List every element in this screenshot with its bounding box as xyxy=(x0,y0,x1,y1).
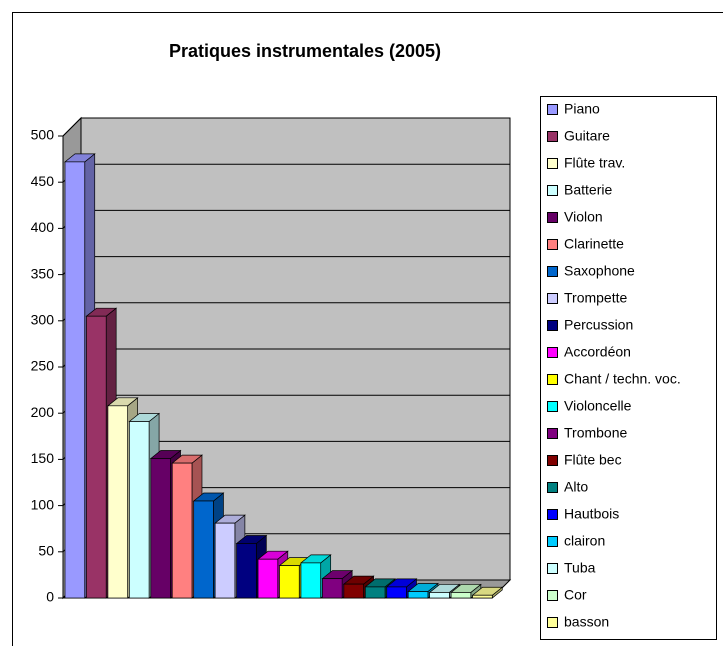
bar xyxy=(279,565,300,599)
bar xyxy=(193,500,214,599)
bar xyxy=(86,315,107,599)
bar xyxy=(343,583,364,599)
bar xyxy=(236,543,257,599)
bar-top-shade xyxy=(150,450,181,459)
legend-swatch xyxy=(547,104,558,115)
legend-label: Violon xyxy=(564,209,603,225)
bar-top-shade xyxy=(472,587,503,596)
legend-label: Batterie xyxy=(564,182,612,198)
legend-swatch xyxy=(547,509,558,520)
legend-label: Flûte bec xyxy=(564,452,622,468)
legend-label: Flûte trav. xyxy=(564,155,625,171)
chart-title: Pratiques instrumentales (2005) xyxy=(169,41,441,61)
y-tick-label: 450 xyxy=(31,173,55,189)
bar-top-shade xyxy=(322,570,353,579)
legend-label: Percussion xyxy=(564,317,633,333)
legend-label: Piano xyxy=(564,101,600,117)
bar xyxy=(407,591,429,599)
bar xyxy=(364,586,386,599)
bar-top-shade xyxy=(65,153,95,162)
legend-label: Tuba xyxy=(564,560,596,576)
bar xyxy=(214,522,236,599)
legend-swatch xyxy=(547,185,558,196)
bar-top-shade xyxy=(343,576,374,585)
bar xyxy=(150,458,171,599)
legend-swatch xyxy=(547,482,558,493)
bar-top-shade xyxy=(86,308,117,317)
bar-top-shade xyxy=(429,584,460,593)
legend-swatch xyxy=(547,401,558,412)
legend-label: Guitare xyxy=(564,128,610,144)
legend-swatch xyxy=(547,131,558,142)
legend-swatch xyxy=(547,239,558,250)
bar xyxy=(171,462,193,599)
y-tick-label: 250 xyxy=(31,358,55,374)
legend-swatch xyxy=(547,347,558,358)
bar-top-shade xyxy=(215,515,245,524)
y-tick-label: 500 xyxy=(31,127,55,143)
bar-top-shade xyxy=(279,557,310,566)
grid-line xyxy=(62,117,82,137)
legend-swatch xyxy=(547,617,558,628)
legend-label: Cor xyxy=(564,587,587,603)
legend-label: Clarinette xyxy=(564,236,624,252)
legend-swatch xyxy=(547,212,558,223)
bar-top-shade xyxy=(236,535,267,544)
bar-top-shade xyxy=(386,578,417,587)
bar-top-shade xyxy=(193,492,224,501)
legend-label: Trombone xyxy=(564,425,628,441)
legend-label: basson xyxy=(564,614,609,630)
bar-top-shade xyxy=(172,455,202,464)
bar xyxy=(322,578,343,599)
bar-top-shade xyxy=(107,397,138,406)
y-tick-label: 50 xyxy=(38,543,54,559)
bar xyxy=(472,594,493,599)
legend-label: clairon xyxy=(564,533,605,549)
legend-label: Violoncelle xyxy=(564,398,632,414)
legend-swatch xyxy=(547,428,558,439)
y-tick-label: 0 xyxy=(46,589,54,605)
legend-label: Hautbois xyxy=(564,506,619,522)
bar xyxy=(450,592,472,599)
y-tick-label: 300 xyxy=(31,312,55,328)
legend-label: Chant / techn. voc. xyxy=(564,371,681,387)
bar xyxy=(300,562,322,599)
bar-side-shade xyxy=(492,587,503,598)
bar xyxy=(64,161,86,599)
legend-swatch xyxy=(547,158,558,169)
y-tick-label: 350 xyxy=(31,265,55,281)
bar-top-shade xyxy=(451,584,481,593)
legend-label: Trompette xyxy=(564,290,627,306)
legend-swatch xyxy=(547,266,558,277)
bar-top-shade xyxy=(365,578,396,587)
legend-swatch xyxy=(547,563,558,574)
bar-top-shade xyxy=(408,583,438,592)
legend-label: Accordéon xyxy=(564,344,631,360)
bar-top-shade xyxy=(258,551,288,560)
legend-swatch xyxy=(547,374,558,385)
legend-label: Alto xyxy=(564,479,588,495)
bar xyxy=(107,405,128,599)
y-tick-label: 200 xyxy=(31,404,55,420)
bar-top-shade xyxy=(300,554,331,563)
legend-box xyxy=(540,96,717,640)
y-tick-label: 400 xyxy=(31,219,55,235)
legend-swatch xyxy=(547,590,558,601)
bar xyxy=(429,592,450,599)
legend-label: Saxophone xyxy=(564,263,635,279)
y-tick-label: 150 xyxy=(31,450,55,466)
y-tick-label: 100 xyxy=(31,496,55,512)
bar xyxy=(129,421,150,599)
bar xyxy=(386,586,407,599)
legend-swatch xyxy=(547,293,558,304)
legend-swatch xyxy=(547,536,558,547)
legend-swatch xyxy=(547,455,558,466)
bar xyxy=(257,558,279,599)
bar-top-shade xyxy=(129,413,160,422)
legend-swatch xyxy=(547,320,558,331)
